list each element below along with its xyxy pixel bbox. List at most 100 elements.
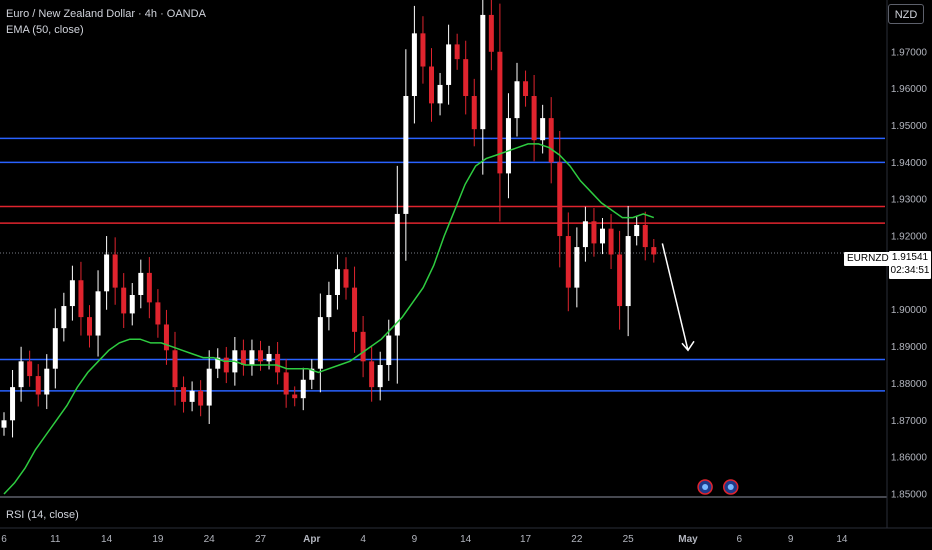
y-tick-label: 1.89000 <box>891 342 928 353</box>
candle-body <box>403 96 409 214</box>
x-tick-label: 9 <box>788 534 794 545</box>
last-price: 1.91541 <box>891 252 929 263</box>
ema-legend[interactable]: EMA (50, close) <box>6 24 84 36</box>
x-tick-label: 14 <box>836 534 848 545</box>
candle-body <box>548 118 554 163</box>
candle-body <box>394 213 400 336</box>
candle-body <box>411 33 417 96</box>
candle-body <box>300 379 306 399</box>
x-tick-label: 22 <box>571 534 583 545</box>
candle-body <box>181 387 187 402</box>
currency-button[interactable]: NZD <box>888 4 924 24</box>
bar-countdown: 02:34:51 <box>890 265 930 276</box>
candle-body <box>163 324 169 351</box>
candle-body <box>600 228 605 244</box>
x-tick-label: 4 <box>360 534 366 545</box>
candle-body <box>283 372 289 395</box>
projection-arrow-head <box>681 340 695 352</box>
candle-body <box>352 287 358 332</box>
last-price-tag: 1.91541 02:34:51 <box>889 251 931 279</box>
x-tick-label: May <box>678 534 698 545</box>
event-marker-dot <box>702 484 709 490</box>
candle-body <box>249 350 255 366</box>
candle-body <box>138 272 144 295</box>
candle-body <box>172 350 178 388</box>
candle-body <box>591 221 597 244</box>
y-tick-label: 1.97000 <box>891 47 928 58</box>
candle-body <box>155 302 161 325</box>
x-tick-label: 14 <box>460 534 472 545</box>
candle-body <box>61 306 67 329</box>
candle-body <box>317 317 323 369</box>
candle-body <box>18 361 24 388</box>
candle-body <box>642 224 648 248</box>
event-marker-dot <box>727 484 734 490</box>
y-tick-label: 1.94000 <box>891 158 928 169</box>
candle-body <box>223 357 229 373</box>
candle-body <box>258 350 263 362</box>
candle-body <box>565 236 571 288</box>
y-tick-label: 1.90000 <box>891 305 928 316</box>
candle-body <box>292 394 298 399</box>
candle-body <box>104 254 110 292</box>
candle-body <box>360 331 366 362</box>
candle-body <box>44 368 50 395</box>
candle-body <box>87 317 92 336</box>
candle-body <box>198 390 204 406</box>
candle-body <box>334 269 340 295</box>
candle-body <box>69 280 75 307</box>
candle-body <box>420 33 426 67</box>
candle-body <box>343 269 349 288</box>
candle-body <box>10 387 16 421</box>
candle-body <box>523 81 529 96</box>
x-tick-label: 24 <box>204 534 216 545</box>
candle-body <box>386 335 392 366</box>
candle-body <box>634 224 640 237</box>
candle-body <box>275 353 281 373</box>
candle-body <box>35 376 41 395</box>
x-tick-label: 27 <box>255 534 267 545</box>
candle-body <box>574 247 580 288</box>
x-tick-label: 14 <box>101 534 113 545</box>
candle-body <box>206 368 212 406</box>
candle-body <box>557 162 563 237</box>
candle-body <box>617 254 623 307</box>
chart-title: Euro / New Zealand Dollar · 4h · OANDA <box>6 8 206 20</box>
symbol-tag: EURNZD <box>844 252 892 266</box>
y-tick-label: 1.95000 <box>891 121 928 132</box>
candle-body <box>505 118 511 174</box>
candle-body <box>309 368 315 380</box>
candle-body <box>514 81 520 119</box>
candle-body <box>540 118 546 141</box>
candle-body <box>266 353 272 362</box>
x-tick-label: Apr <box>303 534 320 545</box>
candle-body <box>651 247 657 255</box>
rsi-legend[interactable]: RSI (14, close) <box>6 509 79 521</box>
y-tick-label: 1.86000 <box>891 453 928 464</box>
x-tick-label: 6 <box>1 534 7 545</box>
candle-body <box>121 287 127 314</box>
y-tick-label: 1.87000 <box>891 416 928 427</box>
candle-body <box>369 361 375 388</box>
candle-body <box>446 44 452 85</box>
candle-body <box>215 357 221 369</box>
x-tick-label: 25 <box>623 534 635 545</box>
ema-line <box>3 143 655 495</box>
candle-body <box>608 228 614 255</box>
candle-body <box>497 51 503 174</box>
candle-body <box>129 295 135 314</box>
candle-body <box>471 96 477 130</box>
x-tick-label: 11 <box>50 534 61 545</box>
projection-arrow <box>661 243 689 351</box>
candle-body <box>454 44 460 60</box>
candle-body <box>78 280 84 318</box>
candle-body <box>112 254 118 288</box>
candle-body <box>377 365 383 388</box>
candle-body <box>463 59 469 96</box>
y-tick-label: 1.85000 <box>891 490 928 501</box>
y-tick-label: 1.93000 <box>891 195 928 206</box>
x-tick-label: 19 <box>152 534 164 545</box>
candle-body <box>27 361 33 377</box>
candle-body <box>1 420 7 428</box>
